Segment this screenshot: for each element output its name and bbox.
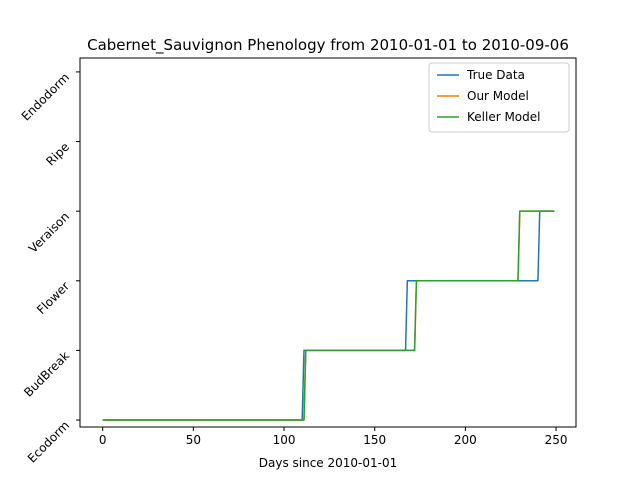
x-tick-label-3: 150: [363, 433, 386, 447]
legend-label-2: Keller Model: [467, 110, 540, 124]
x-axis-label: Days since 2010-01-01: [259, 456, 398, 470]
series-line-0: [102, 210, 555, 421]
x-axis: 0 50 100 150 200 250: [99, 427, 568, 447]
legend-label-0: True Data: [466, 68, 525, 82]
x-tick-label-2: 100: [273, 433, 296, 447]
x-tick-label-4: 200: [454, 433, 477, 447]
legend-box: [428, 62, 570, 133]
legend: True Data Our Model Keller Model: [428, 62, 570, 133]
legend-label-1: Our Model: [467, 89, 529, 103]
series-layer: [102, 210, 555, 421]
x-tick-label-5: 250: [545, 433, 568, 447]
chart-title: Cabernet_Sauvignon Phenology from 2010-0…: [87, 36, 569, 55]
plot-frame: [79, 57, 577, 428]
series-line-2: [102, 210, 555, 421]
x-tick-label-0: 0: [99, 433, 107, 447]
x-tick-label-1: 50: [186, 433, 201, 447]
